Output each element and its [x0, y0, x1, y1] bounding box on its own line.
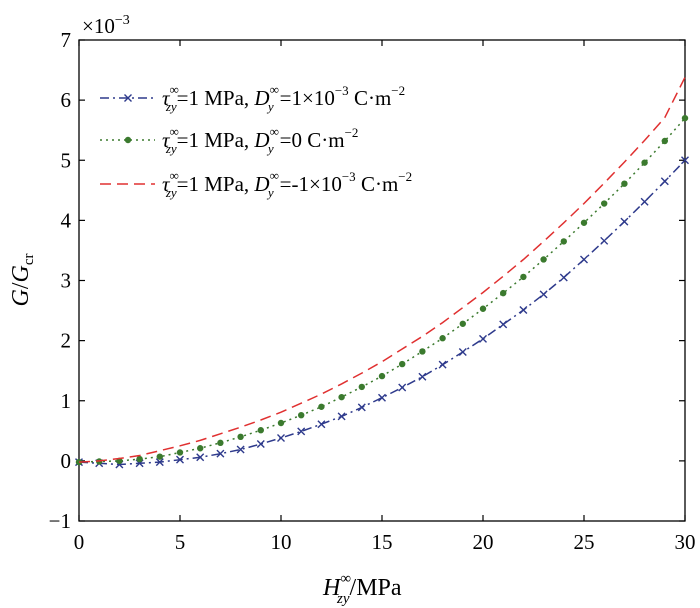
series-1-point	[620, 217, 629, 226]
series-2-point	[500, 289, 507, 297]
series-2-point	[318, 403, 325, 410]
legend-marker-1	[124, 94, 132, 102]
y-axis-label: G/Gcr	[8, 253, 37, 306]
x-tick-label: 10	[271, 530, 292, 554]
x-tick-label: 0	[74, 530, 85, 554]
legend-label-3: τ∞ zy=1 MPa, D∞ y =-1×10−3 C·m−2	[162, 168, 412, 200]
series-2-point	[419, 348, 426, 355]
legend-marker-2	[124, 136, 132, 144]
series-1-point	[398, 383, 407, 392]
series-2-point	[237, 433, 244, 441]
series-2-point	[217, 439, 224, 447]
series-2-point	[176, 449, 184, 456]
series-1-point	[519, 305, 528, 314]
series-2-point	[580, 219, 588, 226]
series-1-point	[660, 177, 669, 186]
y-multiplier: ×10−3	[82, 13, 130, 38]
series-2-point	[439, 335, 446, 342]
y-tick-label: 6	[61, 88, 72, 112]
y-tick-label: 4	[61, 208, 72, 232]
series-1-point	[256, 440, 265, 449]
plot-area	[78, 39, 686, 522]
y-tick-label: 2	[61, 329, 72, 353]
series-1-point	[337, 412, 346, 421]
series-2-point	[560, 238, 567, 245]
series-2-point	[257, 427, 264, 434]
series-1-point	[600, 236, 609, 245]
x-tick-label: 5	[175, 530, 186, 554]
series-2-point	[681, 114, 689, 122]
x-tick-label: 20	[473, 530, 494, 554]
x-tick-label: 15	[372, 530, 393, 554]
series-1-point	[297, 427, 306, 436]
y-tick-label: 0	[61, 449, 72, 473]
series-2-point	[520, 273, 527, 281]
series-line-3	[78, 76, 686, 463]
series-2-point	[601, 200, 608, 207]
series-2-point	[378, 372, 386, 380]
series-1-point	[458, 348, 467, 357]
series-2-point	[621, 180, 628, 187]
series-1-point	[681, 156, 689, 165]
legend-label-2: τ∞ zy=1 MPa, D∞ y =0 C·m−2	[162, 124, 358, 156]
x-axis-label: H∞ zy/MPa	[322, 571, 402, 607]
series-1-point	[539, 290, 548, 299]
series-2-point	[540, 256, 547, 263]
series-1-point	[479, 334, 487, 343]
series-1-point	[277, 434, 285, 443]
series-layer	[75, 76, 689, 469]
series-1-point	[580, 255, 588, 264]
series-2-point	[197, 445, 204, 452]
series-1-point	[357, 403, 366, 412]
series-2-point	[136, 455, 143, 463]
series-2-point	[298, 411, 305, 419]
x-tick-label: 30	[675, 530, 696, 554]
series-1-point	[196, 453, 205, 462]
series-2-point	[338, 393, 345, 401]
series-1-point	[155, 458, 164, 467]
series-1-point	[378, 393, 386, 402]
series-2-point	[459, 320, 466, 327]
series-1-point	[418, 372, 427, 381]
series-1-point	[317, 420, 326, 429]
series-2-point	[661, 137, 668, 145]
series-1-point	[438, 360, 447, 369]
y-tick-label: 5	[61, 148, 72, 172]
y-tick-label: 7	[61, 28, 72, 52]
y-tick-label: −1	[49, 509, 71, 533]
series-2-point	[358, 383, 365, 391]
series-1-point	[236, 445, 245, 454]
y-tick-label: 3	[61, 269, 72, 293]
series-1-point	[640, 197, 649, 206]
series-2-point	[479, 305, 487, 312]
series-2-point	[156, 453, 163, 460]
legend: τ∞ zy=1 MPa, D∞ y =1×10−3 C·m−2 τ∞ zy=1 MPa, …	[100, 82, 412, 200]
series-2-point	[399, 360, 406, 368]
y-tick-label: 1	[61, 389, 72, 413]
x-tick-label: 25	[574, 530, 595, 554]
series-2-point	[277, 419, 285, 427]
series-1-point	[176, 455, 184, 464]
series-1-point	[559, 273, 568, 282]
series-2-point	[641, 159, 648, 166]
series-1-point	[216, 449, 225, 458]
legend-label-1: τ∞ zy=1 MPa, D∞ y =1×10−3 C·m−2	[162, 82, 405, 114]
series-1-point	[499, 320, 508, 329]
